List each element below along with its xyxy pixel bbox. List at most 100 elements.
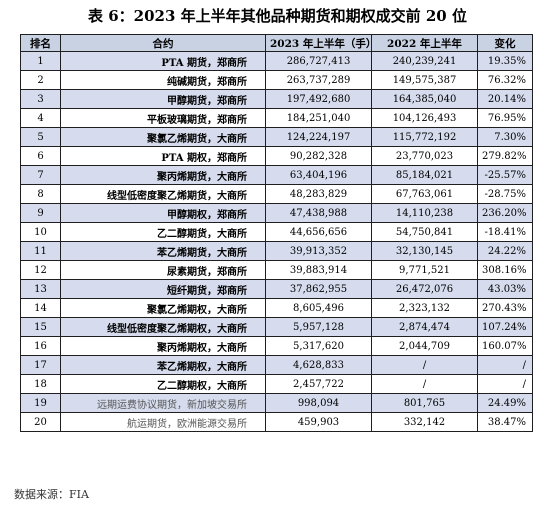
change-cell: 7.30% [477,127,533,147]
table-row: 11 苯乙烯期货，大商所 39,913,352 32,130,145 24.22% [20,241,533,261]
change-cell: 270.43% [477,298,533,318]
table-row: 6 PTA 期权，郑商所 90,282,328 23,770,023 279.82% [20,146,533,166]
rank-cell: 6 [20,146,61,166]
contract-cell: 甲醇期权，郑商所 [60,203,266,223]
volume-2023-cell: 39,883,914 [265,260,372,280]
table-row: 7 聚丙烯期货，大商所 63,404,196 85,184,021 -25.57% [20,165,533,185]
table-row: 16 聚丙烯期权，大商所 5,317,620 2,044,709 160.07% [20,336,533,356]
contract-cell: 航运期货，欧洲能源交易所 [60,412,266,432]
table-row: 20 航运期货，欧洲能源交易所 459,903 332,142 38.47% [20,412,533,432]
volume-2022-cell: 164,385,040 [371,89,478,109]
table-row: 17 苯乙烯期权，大商所 4,628,833// [20,355,533,375]
table-row: 3 甲醇期货，郑商所 197,492,680 164,385,040 20.14% [20,89,533,109]
volume-2022-cell: 2,874,474 [371,317,478,337]
change-cell: 160.07% [477,336,533,356]
rank-cell: 5 [20,127,61,147]
volume-2022-cell: 54,750,841 [371,222,478,242]
contract-cell: 聚氯乙烯期权，大商所 [60,298,266,318]
contract-cell: 聚丙烯期货，大商所 [60,165,266,185]
contract-cell: 纯碱期货，郑商所 [60,70,266,90]
rank-cell: 20 [20,412,61,432]
rank-cell: 15 [20,317,61,337]
volume-2023-cell: 8,605,496 [265,298,372,318]
table-row: 12 尿素期货，郑商所 39,883,914 9,771,521 308.16% [20,260,533,280]
volume-2023-cell: 184,251,040 [265,108,372,128]
change-cell: 236.20% [477,203,533,223]
table-row: 13 短纤期货，郑商所 37,862,955 26,472,076 43.03% [20,279,533,299]
contract-cell: 乙二醇期权，大商所 [60,374,266,394]
volume-2022-cell: 14,110,238 [371,203,478,223]
change-cell: / [477,355,533,375]
contract-cell: PTA 期权，郑商所 [60,146,266,166]
rank-cell: 13 [20,279,61,299]
volume-2022-cell: / [371,355,478,375]
header-volume-2023: 2023 年上半年（手） [265,34,372,52]
rank-cell: 18 [20,374,61,394]
change-cell: 76.95% [477,108,533,128]
volume-2023-cell: 47,438,988 [265,203,372,223]
volume-2022-cell: 332,142 [371,412,478,432]
change-cell: -28.75% [477,184,533,204]
volume-2023-cell: 39,913,352 [265,241,372,261]
rank-cell: 14 [20,298,61,318]
table-title: 表 6：2023 年上半年其他品种期货和期权成交前 20 位 [88,7,467,25]
rank-cell: 11 [20,241,61,261]
volume-2022-cell: 149,575,387 [371,70,478,90]
rank-cell: 10 [20,222,61,242]
volume-2023-cell: 286,727,413 [265,51,372,71]
header-volume-2022: 2022 年上半年 [371,34,478,52]
table-row: 8 线型低密度聚乙烯期货，大商所 48,283,829 67,763,061 -28.7… [20,184,533,204]
contract-cell: 甲醇期货，郑商所 [60,89,266,109]
volume-2023-cell: 124,224,197 [265,127,372,147]
change-cell: 308.16% [477,260,533,280]
table-row: 15 线型低密度聚乙烯期权，大商所 5,957,128 2,874,474 107.24… [20,317,533,337]
table-row: 14 聚氯乙烯期权，大商所 8,605,496 2,323,132 270.43% [20,298,533,318]
change-cell: 76.32% [477,70,533,90]
contract-cell: PTA 期货，郑商所 [60,51,266,71]
rank-cell: 4 [20,108,61,128]
contract-cell: 苯乙烯期货，大商所 [60,241,266,261]
volume-2022-cell: 85,184,021 [371,165,478,185]
volume-2022-cell: 801,765 [371,393,478,413]
header-row: 排名 合约 2023 年上半年（手） 2022 年上半年 变化 [20,34,533,52]
table-row: 9 甲醇期权，郑商所 47,438,988 14,110,238 236.20% [20,203,533,223]
volume-2022-cell: 240,239,241 [371,51,478,71]
table-row: 19 远期运费协议期货，新加坡交易所 998,094 801,765 24.49% [20,393,533,413]
data-source-note: 数据来源：FIA [14,488,89,501]
volume-2023-cell: 5,957,128 [265,317,372,337]
rank-cell: 19 [20,393,61,413]
header-change: 变化 [477,34,533,52]
volume-2022-cell: 2,323,132 [371,298,478,318]
table-row: 10 乙二醇期货，大商所 44,656,656 54,750,841 -18.41% [20,222,533,242]
volume-2022-cell: 67,763,061 [371,184,478,204]
contract-cell: 尿素期货，郑商所 [60,260,266,280]
rank-cell: 16 [20,336,61,356]
table-row: 4 平板玻璃期货，郑商所 184,251,040 104,126,493 76.95% [20,108,533,128]
volume-2023-cell: 5,317,620 [265,336,372,356]
volume-2022-cell: 23,770,023 [371,146,478,166]
contract-cell: 线型低密度聚乙烯期权，大商所 [60,317,266,337]
rank-cell: 8 [20,184,61,204]
rank-cell: 3 [20,89,61,109]
volume-2022-cell: 115,772,192 [371,127,478,147]
contract-cell: 聚丙烯期权，大商所 [60,336,266,356]
table-row: 1 PTA 期货，郑商所 286,727,413 240,239,241 19.35% [20,51,533,71]
volume-2023-cell: 998,094 [265,393,372,413]
contract-cell: 线型低密度聚乙烯期货，大商所 [60,184,266,204]
rank-cell: 7 [20,165,61,185]
volume-2023-cell: 4,628,833 [265,355,372,375]
change-cell: 279.82% [477,146,533,166]
change-cell: 43.03% [477,279,533,299]
table-row: 2 纯碱期货，郑商所 263,737,289 149,575,387 76.32% [20,70,533,90]
table-row: 5 聚氯乙烯期货，大商所 124,224,197 115,772,192 7.30% [20,127,533,147]
rank-cell: 9 [20,203,61,223]
change-cell: 24.49% [477,393,533,413]
volume-2023-cell: 63,404,196 [265,165,372,185]
change-cell: 38.47% [477,412,533,432]
change-cell: 20.14% [477,89,533,109]
contract-cell: 苯乙烯期权，大商所 [60,355,266,375]
rank-cell: 17 [20,355,61,375]
header-contract: 合约 [60,34,266,52]
table-row: 18 乙二醇期权，大商所 2,457,722// [20,374,533,394]
contract-cell: 乙二醇期货，大商所 [60,222,266,242]
